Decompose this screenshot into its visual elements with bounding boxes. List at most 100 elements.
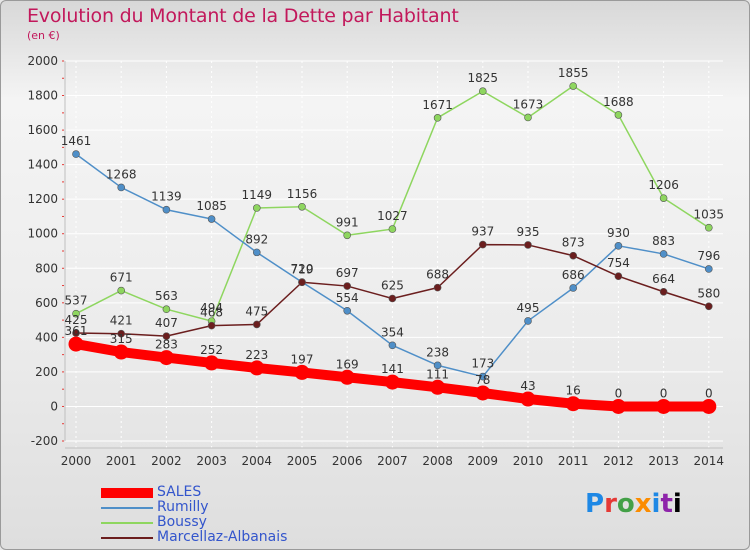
x-tick-label: 2005 [287, 454, 318, 468]
y-tick-label: 200 [35, 365, 58, 379]
data-label: 169 [336, 357, 359, 371]
data-point [117, 329, 125, 338]
data-point [704, 223, 713, 232]
data-point [68, 336, 84, 352]
x-tick-label: 2003 [196, 454, 227, 468]
legend-label: Boussy [157, 514, 207, 530]
data-point [294, 364, 310, 380]
data-label: 78 [475, 373, 490, 387]
data-point [524, 241, 532, 249]
x-tick-label: 2008 [422, 454, 453, 468]
data-label: 537 [65, 294, 88, 308]
data-label: 0 [705, 386, 713, 400]
data-label: 16 [566, 384, 581, 398]
data-point [433, 361, 442, 370]
data-label: 625 [381, 279, 404, 293]
y-tick-label: -200 [31, 434, 58, 448]
data-point [253, 320, 261, 329]
data-label: 671 [110, 271, 133, 285]
data-point [162, 205, 171, 214]
data-label: 1156 [287, 187, 318, 201]
data-point [659, 287, 668, 296]
data-label: 664 [652, 272, 675, 286]
data-label: 935 [517, 225, 540, 239]
data-label: 0 [660, 386, 668, 400]
data-label: 796 [697, 249, 720, 263]
data-label: 495 [517, 301, 540, 315]
data-label: 1673 [513, 97, 544, 111]
data-label: 468 [200, 306, 223, 320]
data-point [388, 294, 397, 303]
y-tick-label: 800 [35, 261, 58, 275]
x-tick-label: 2004 [242, 454, 273, 468]
data-label: 1149 [242, 188, 273, 202]
data-point [72, 309, 80, 318]
data-point [569, 251, 578, 260]
data-point [524, 317, 532, 325]
x-tick-label: 2006 [332, 454, 363, 468]
data-point [384, 374, 400, 390]
data-label: 283 [155, 338, 178, 352]
data-point [207, 321, 216, 330]
x-tick-label: 2014 [694, 454, 725, 468]
data-point [204, 355, 220, 371]
data-point [207, 215, 216, 223]
data-point [249, 360, 265, 376]
data-label: 421 [110, 314, 133, 328]
data-label: 43 [520, 379, 535, 393]
data-point [117, 286, 125, 295]
y-tick-label: 0 [50, 399, 58, 413]
data-point [478, 240, 487, 249]
x-tick-label: 2011 [558, 454, 589, 468]
data-label: 686 [562, 268, 585, 282]
chart-title: Evolution du Montant de la Dette par Hab… [27, 5, 459, 27]
data-point [388, 225, 397, 233]
data-point [478, 372, 487, 381]
legend-label: Rumilly [157, 499, 209, 515]
data-point [343, 282, 352, 290]
data-label: 475 [245, 304, 268, 318]
data-point [704, 302, 713, 311]
data-point [478, 87, 487, 96]
legend-swatch [101, 488, 153, 498]
data-label: 173 [471, 357, 494, 371]
data-label: 223 [245, 348, 268, 362]
x-tick-label: 2009 [468, 454, 499, 468]
data-point [475, 385, 491, 401]
data-point [520, 391, 536, 407]
data-label: 1855 [558, 66, 589, 80]
data-point [614, 111, 623, 119]
x-tick-label: 2001 [106, 454, 137, 468]
data-label: 494 [200, 301, 223, 315]
data-point [659, 250, 668, 258]
data-point [72, 329, 80, 337]
x-tick-label: 2007 [377, 454, 408, 468]
data-label: 354 [381, 325, 404, 339]
data-point [433, 283, 442, 292]
data-point [298, 202, 306, 211]
y-tick-label: 1200 [27, 192, 58, 206]
data-point [388, 341, 397, 350]
data-label: 1688 [603, 95, 634, 109]
data-point [565, 396, 581, 412]
data-label: 688 [426, 268, 449, 282]
data-label: 1035 [694, 208, 725, 222]
data-point [72, 150, 80, 158]
data-label: 991 [336, 215, 359, 229]
legend-label: SALES [157, 484, 202, 500]
data-point [610, 398, 626, 414]
data-label: 141 [381, 362, 404, 376]
y-tick-label: 1400 [27, 158, 58, 172]
data-point [113, 344, 129, 360]
data-label: 937 [471, 225, 494, 239]
data-label: 1671 [422, 98, 453, 112]
data-label: 580 [697, 286, 720, 300]
data-label: 425 [65, 313, 88, 327]
proxiti-logo: Proxiti [585, 489, 682, 519]
data-point [701, 398, 717, 414]
x-tick-label: 2013 [648, 454, 679, 468]
x-tick-label: 2002 [151, 454, 182, 468]
data-label: 697 [336, 266, 359, 280]
data-label: 1085 [196, 199, 227, 213]
data-point [614, 242, 623, 250]
